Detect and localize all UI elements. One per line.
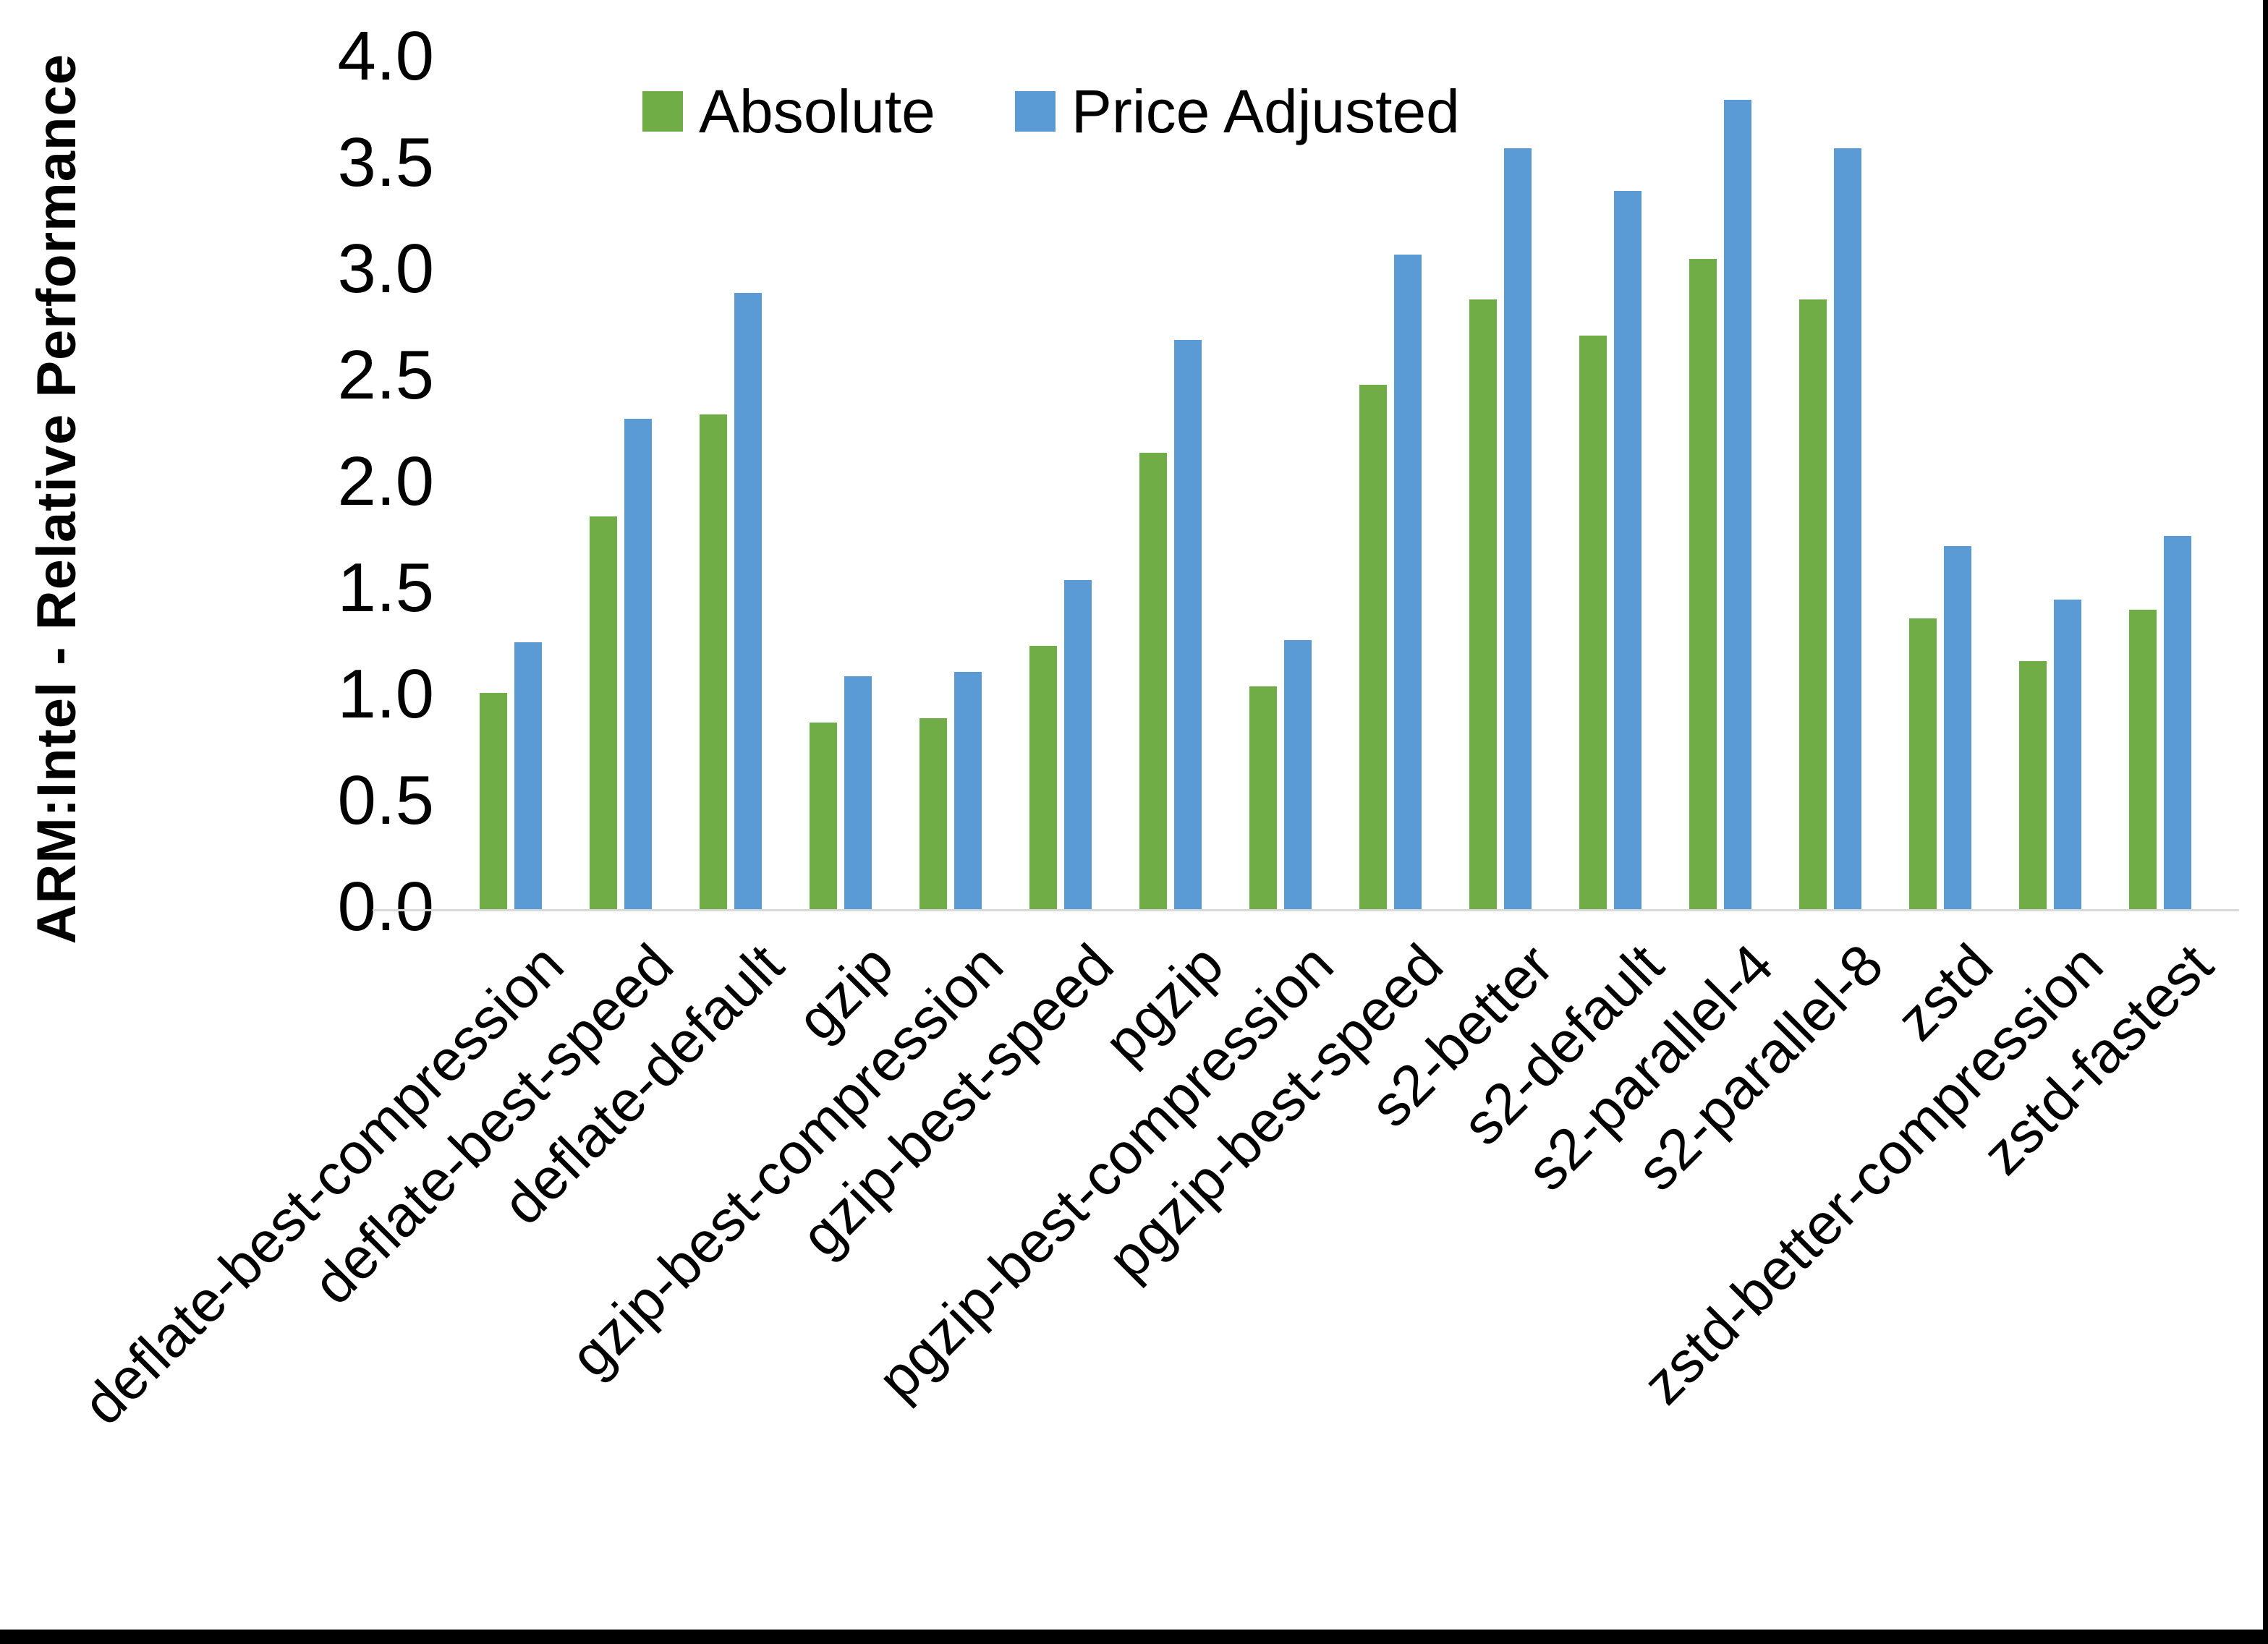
bar-group-s2-parallel-4 xyxy=(1665,59,1775,910)
bar-absolute-zstd-better-compression xyxy=(2019,661,2047,910)
legend-item-absolute: Absolute xyxy=(642,81,935,142)
y-tick-label-4.0: 4.0 xyxy=(337,17,434,95)
bar-absolute-s2-parallel-4 xyxy=(1689,259,1717,910)
bar-price-adjusted-deflate-default xyxy=(734,293,762,910)
bar-absolute-deflate-best-compression xyxy=(480,693,507,910)
bar-absolute-deflate-default xyxy=(700,414,727,910)
bar-price-adjusted-s2-parallel-8 xyxy=(1834,148,1861,910)
y-axis-title-text: ARM:Intel - Relative Performance xyxy=(25,54,88,945)
legend-swatch-absolute xyxy=(642,91,683,132)
legend-label-price-adjusted: Price Adjusted xyxy=(1071,77,1460,145)
bar-absolute-pgzip-best-compression xyxy=(1249,686,1277,910)
bar-absolute-s2-better xyxy=(1469,299,1497,910)
bar-absolute-deflate-best-speed xyxy=(590,516,617,910)
y-tick-label-2.5: 2.5 xyxy=(337,336,434,414)
bar-group-gzip-best-speed xyxy=(1006,59,1116,910)
bar-price-adjusted-s2-default xyxy=(1614,191,1641,910)
y-axis-title: ARM:Intel - Relative Performance xyxy=(13,40,100,958)
bar-group-gzip xyxy=(786,59,896,910)
bar-group-deflate-best-speed xyxy=(566,59,676,910)
bar-absolute-pgzip-best-speed xyxy=(1359,384,1387,910)
bar-group-pgzip-best-speed xyxy=(1335,59,1445,910)
bar-absolute-s2-parallel-8 xyxy=(1799,299,1827,910)
legend-item-price-adjusted: Price Adjusted xyxy=(1014,77,1460,145)
bar-absolute-s2-default xyxy=(1579,336,1607,910)
bar-group-pgzip xyxy=(1116,59,1226,910)
bar-absolute-gzip-best-speed xyxy=(1029,646,1057,910)
bar-price-adjusted-pgzip-best-speed xyxy=(1394,255,1422,910)
y-tick-label-1.5: 1.5 xyxy=(337,549,434,627)
bar-absolute-gzip xyxy=(810,723,837,910)
bar-price-adjusted-pgzip xyxy=(1174,340,1202,910)
screenshot-right-edge xyxy=(2263,0,2268,1644)
bar-price-adjusted-s2-better xyxy=(1504,148,1532,910)
bar-group-deflate-default xyxy=(676,59,786,910)
bar-group-zstd-better-compression xyxy=(1995,59,2105,910)
legend-swatch-price-adjusted xyxy=(1014,91,1056,132)
bar-group-zstd xyxy=(1885,59,1995,910)
bar-price-adjusted-zstd-fastest xyxy=(2164,535,2191,910)
y-tick-label-0.0: 0.0 xyxy=(337,868,434,946)
y-tick-label-0.5: 0.5 xyxy=(337,762,434,840)
bar-group-gzip-best-compression xyxy=(896,59,1006,910)
x-axis-line xyxy=(373,909,2239,911)
bar-price-adjusted-gzip-best-speed xyxy=(1064,580,1092,910)
bar-absolute-zstd xyxy=(1909,618,1937,910)
y-tick-label-3.5: 3.5 xyxy=(337,124,434,202)
screenshot-bottom-edge xyxy=(0,1630,2268,1644)
bar-price-adjusted-gzip xyxy=(844,676,872,910)
bar-price-adjusted-zstd xyxy=(1944,546,1971,910)
plot-area xyxy=(456,59,2215,910)
y-tick-label-3.0: 3.0 xyxy=(337,230,434,308)
bar-absolute-pgzip xyxy=(1139,452,1167,910)
bar-price-adjusted-deflate-best-compression xyxy=(514,642,542,910)
bar-group-pgzip-best-compression xyxy=(1226,59,1335,910)
bar-group-s2-default xyxy=(1555,59,1665,910)
bar-price-adjusted-zstd-better-compression xyxy=(2054,599,2081,910)
bar-price-adjusted-deflate-best-speed xyxy=(624,418,652,910)
y-tick-label-1.0: 1.0 xyxy=(337,655,434,733)
bar-price-adjusted-pgzip-best-compression xyxy=(1284,639,1312,910)
bar-absolute-zstd-fastest xyxy=(2129,610,2157,910)
bar-price-adjusted-s2-parallel-4 xyxy=(1724,99,1751,910)
bar-group-zstd-fastest xyxy=(2105,59,2215,910)
legend: Absolute Price Adjusted xyxy=(642,81,1460,142)
y-tick-label-2.0: 2.0 xyxy=(337,443,434,521)
legend-label-absolute: Absolute xyxy=(699,77,935,145)
bar-absolute-gzip-best-compression xyxy=(919,718,947,910)
bar-group-s2-parallel-8 xyxy=(1775,59,1885,910)
bar-group-s2-better xyxy=(1445,59,1555,910)
bar-price-adjusted-gzip-best-compression xyxy=(954,671,982,910)
bar-group-deflate-best-compression xyxy=(456,59,566,910)
